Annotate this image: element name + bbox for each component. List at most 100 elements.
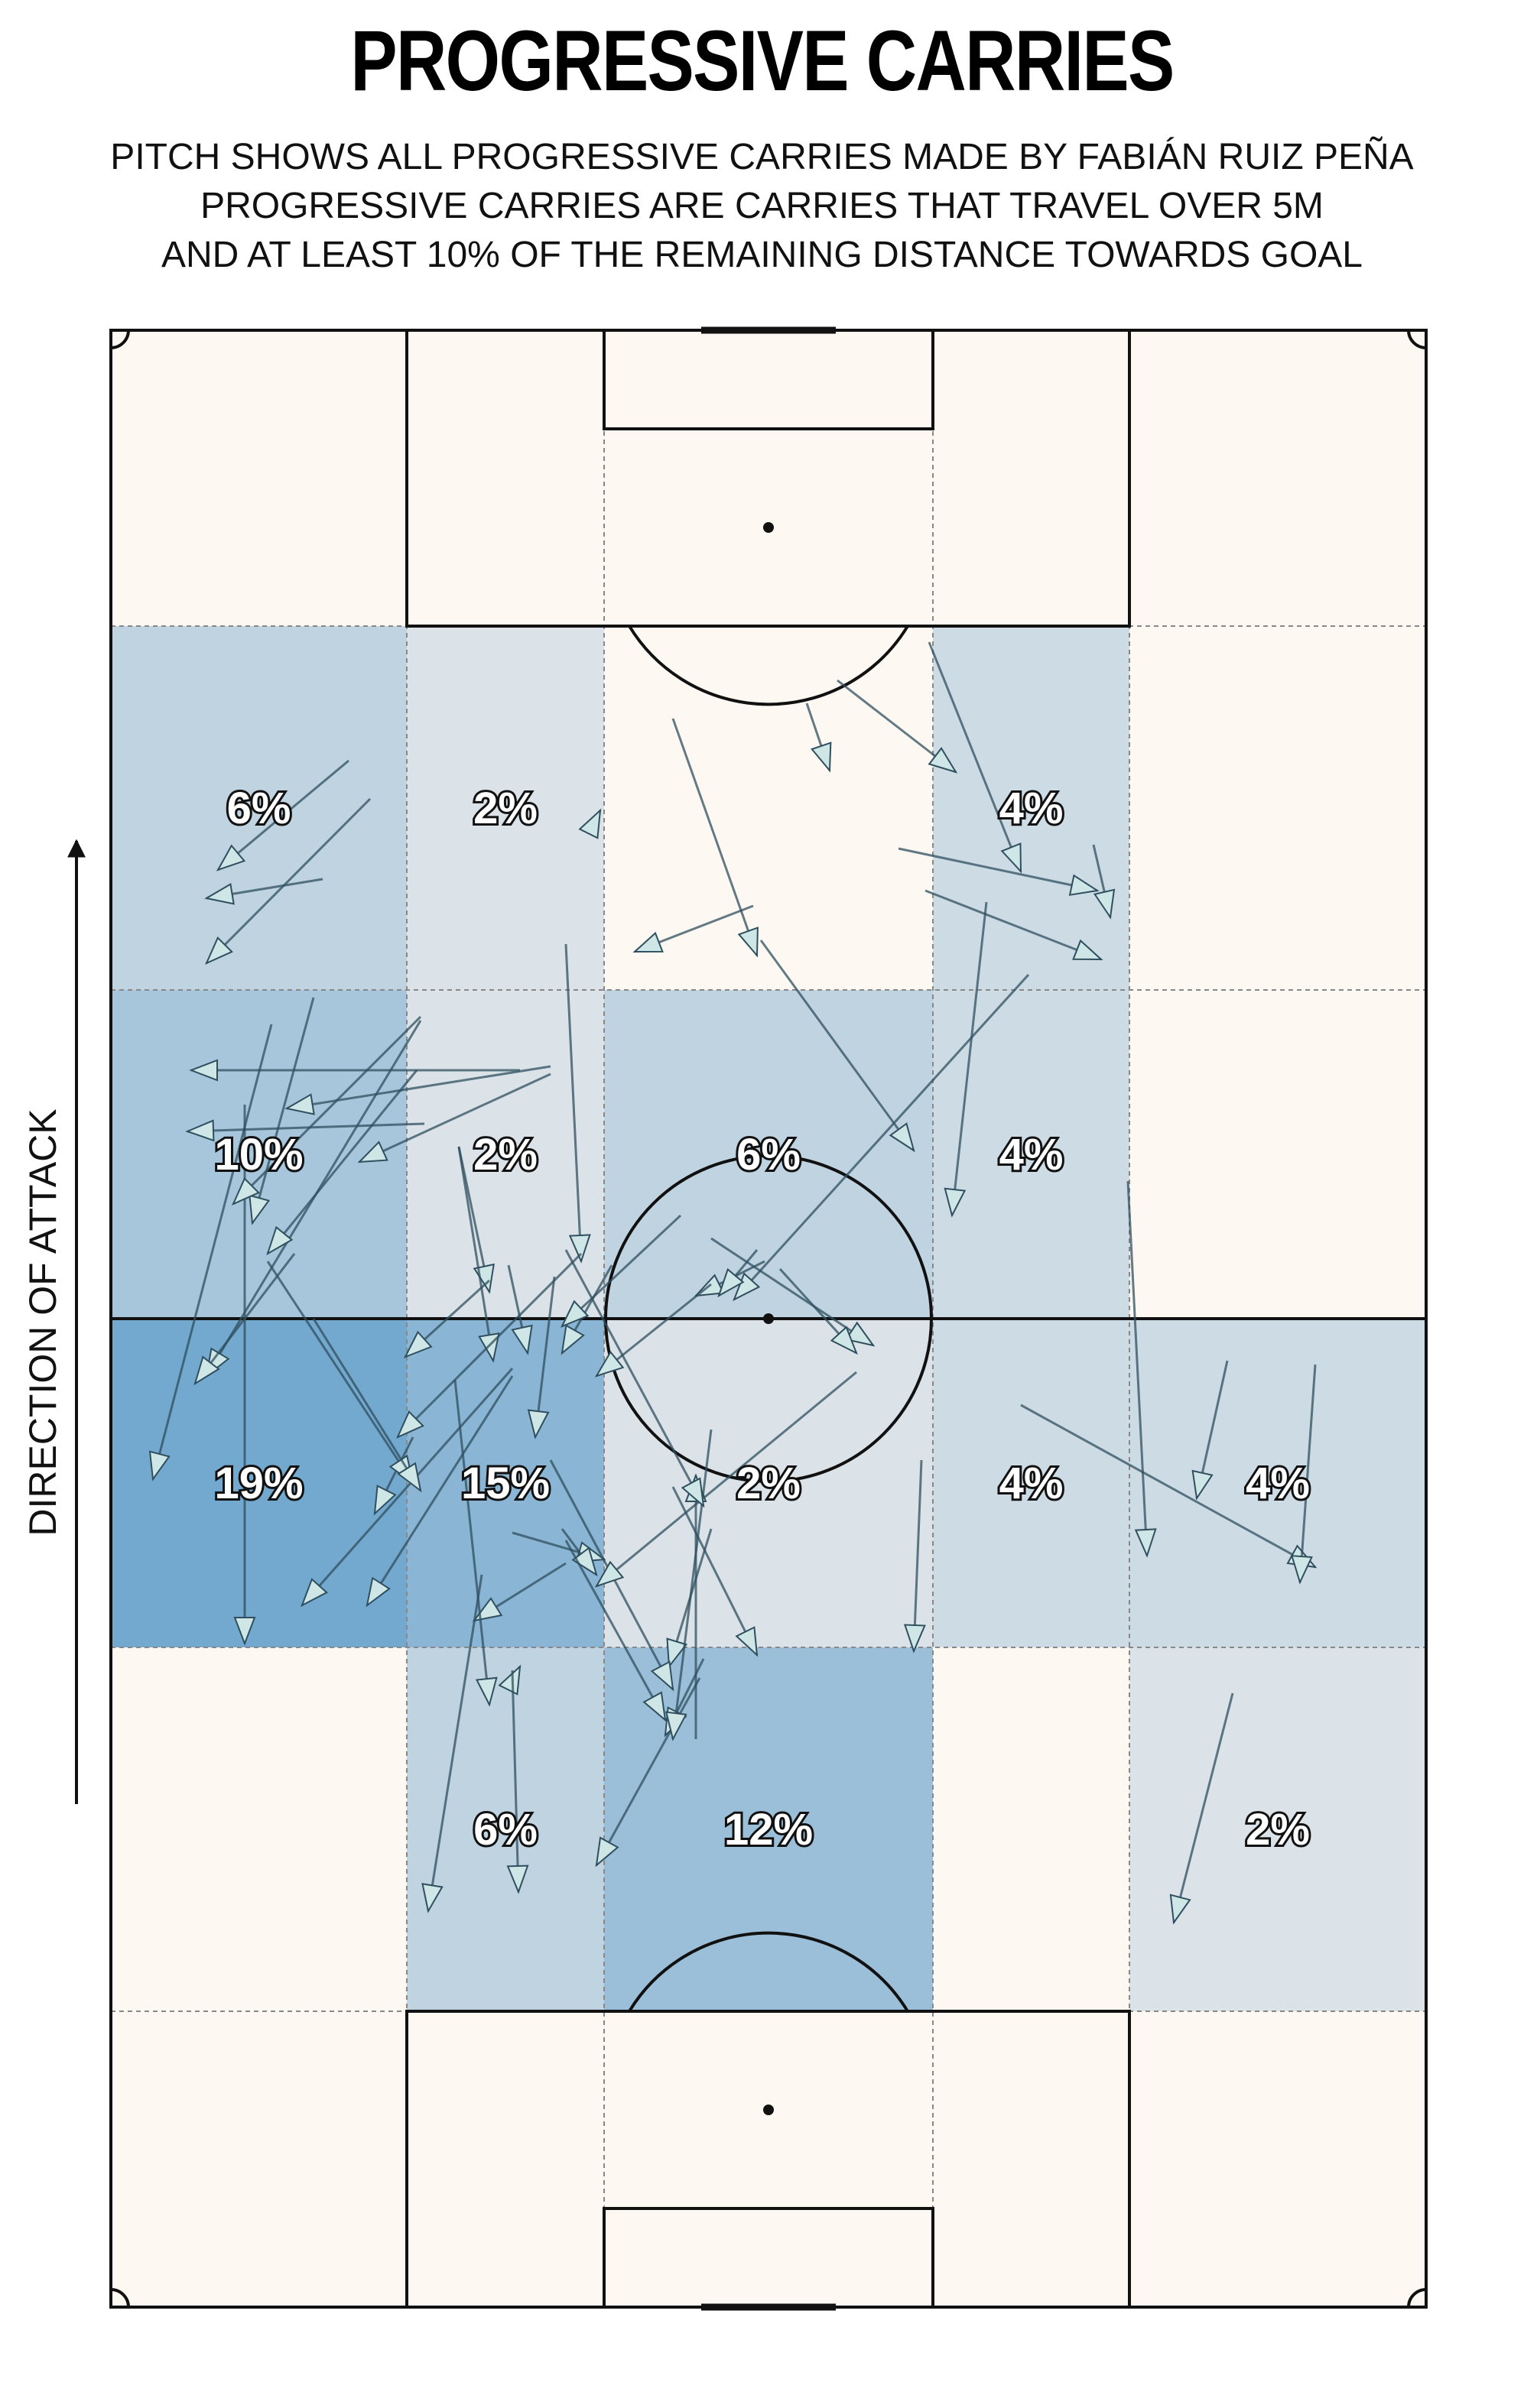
carry-arrowhead [301,1578,329,1608]
centre-circle [604,1154,933,1483]
carry-arrow [453,1379,491,1705]
heat-zone [111,1319,407,1647]
carry-arrowhead [421,1883,444,1913]
carry-arrowhead [594,1350,625,1378]
corner-arc-bottom-left [110,2288,130,2308]
carry-arrow [733,973,1030,1301]
carry-arrowhead [830,1326,858,1355]
subtitle-line-1: PITCH SHOWS ALL PROGRESSIVE CARRIES MADE… [110,137,1414,177]
carry-arrowhead [1093,888,1116,920]
heat-zone [933,1319,1129,1647]
carry-arrowhead [204,883,235,905]
carry-arrowhead [266,1225,294,1256]
carry-arrowhead [1169,1894,1191,1925]
carry-arrowhead [189,1059,218,1082]
carry-arrowhead [506,1864,529,1894]
carry-arrowhead [205,936,233,965]
carry-arrowhead [735,1626,759,1657]
carry-arrow [595,1677,701,1866]
zone-percentage-label: 6% [473,1805,538,1855]
carry-arrowhead [665,1711,687,1741]
heat-zone [111,990,407,1319]
subtitle-line-2: PROGRESSIVE CARRIES ARE CARRIES THAT TRA… [200,186,1324,226]
zone-percentage-label: 2% [473,784,538,833]
carry-arrow [312,1318,422,1491]
carry-arrow [924,889,1102,961]
carry-arrow [286,1065,551,1110]
carry-arrowhead [642,1691,667,1722]
zone-percentage-label: 4% [999,1130,1064,1180]
carry-arrow [427,1574,483,1912]
carry-arrow [564,1249,705,1507]
zone-percentage-label: 4% [999,784,1064,833]
heat-zone [1129,1647,1426,2011]
heatmap-zones [111,626,1426,2011]
carry-arrow [928,641,1022,872]
carry-arrowhead [811,742,832,773]
carry-arrow [564,1540,667,1721]
carry-arrow [759,940,915,1151]
carry-arrowhead [527,1409,550,1439]
carry-arrowhead [185,1119,215,1142]
carry-arrowhead [717,1267,745,1298]
carry-arrowhead [578,808,602,839]
carry-arrowhead [148,1450,171,1481]
carry-arrow [151,1024,273,1480]
carry-arrowhead [561,1324,585,1355]
carry-arrowhead [475,1676,498,1707]
corner-arc-bottom-right [1407,2288,1427,2308]
carry-arrow [564,943,583,1262]
page-title: PROGRESSIVE CARRIES [350,13,1175,109]
penalty-spot-top [763,522,774,533]
carry-arrow [232,1015,422,1206]
carry-arrow [671,1429,713,1740]
zone-percentage-label: 2% [473,1130,538,1180]
penalty-arc-bottom [628,1931,909,2013]
carry-arrowhead [1072,939,1103,961]
carry-arrowhead [193,1355,220,1386]
carry-arrow [457,1146,495,1361]
carry-arrowhead [903,1624,926,1653]
carry-arrowhead [681,1477,705,1508]
carry-arrowhead [666,1637,688,1669]
carry-arrowhead [1191,1469,1214,1501]
carry-arrowhead [737,927,759,958]
carry-arrowhead [284,1093,315,1115]
penalty-arc-top [628,625,909,706]
heat-zone [407,1319,604,1647]
carry-arrow [561,1214,682,1328]
heat-zone [933,626,1129,990]
carry-arrow [1172,1692,1234,1923]
carry-arrow [301,1368,514,1606]
carry-arrow [251,997,315,1224]
carry-arrowhead [928,747,958,774]
carry-arrow [596,1371,857,1588]
carry-arrowhead [632,931,664,953]
carry-arrow [205,797,372,965]
carry-arrowhead [511,1324,533,1355]
carry-arrow [950,901,988,1216]
zone-percentage-label: 2% [736,1459,801,1508]
heat-zone [111,626,407,990]
carry-arrowhead [650,1660,674,1692]
centre-spot [763,1313,774,1324]
carry-arrow [671,718,759,956]
carry-arrowhead [366,1576,391,1608]
carry-arrowhead [397,1462,422,1493]
carry-arrowhead [498,1664,522,1696]
carry-arrow [912,1459,923,1652]
carry-arrow [898,847,1098,892]
carry-arrowhead [396,1410,424,1439]
zone-percentage-label: 6% [736,1130,801,1180]
carry-arrows [148,641,1318,1925]
carry-arrowhead [733,1272,761,1302]
carry-arrowhead [594,1560,625,1588]
carry-arrowhead [595,1836,619,1868]
carry-arrow [366,1375,514,1606]
zone-labels: 6% 2% 4% 10% 2% 6% 4% 19% 15% 2% 4% 4% 6% 12% 2% [212,781,1311,1857]
zone-percentage-label: 15% [461,1459,550,1508]
carry-arrowhead [571,1546,598,1577]
carry-arrow [534,1276,556,1438]
carry-arrow [266,1261,414,1484]
